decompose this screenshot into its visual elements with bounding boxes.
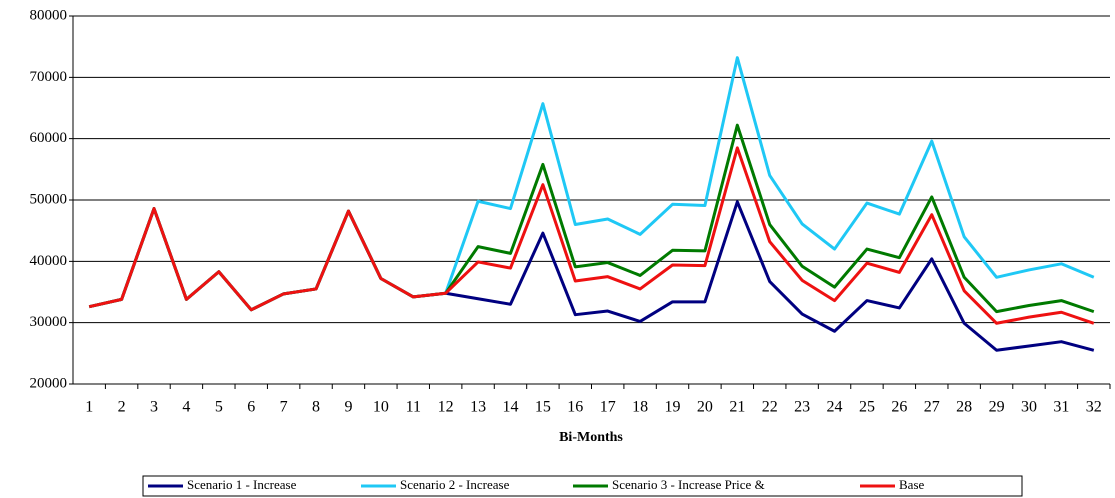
x-tick-label: 30: [1021, 399, 1037, 416]
legend-label: Base: [899, 477, 925, 492]
x-tick-label: 27: [924, 399, 940, 416]
x-tick-label: 25: [859, 399, 875, 416]
series-line: [88, 56, 1095, 312]
x-axis-title: Bi-Months: [559, 430, 623, 445]
x-tick-label: 10: [373, 399, 389, 416]
x-tick-label: 1: [85, 399, 93, 416]
x-tick-label: 6: [247, 399, 255, 416]
x-tick-label: 2: [118, 399, 126, 416]
x-tick-label: 8: [312, 399, 320, 416]
x-tick-label: 18: [632, 399, 648, 416]
x-tick-label: 32: [1086, 399, 1102, 416]
series-line: [88, 146, 1095, 325]
x-tick-label: 23: [794, 399, 810, 416]
x-tick-label: 5: [215, 399, 223, 416]
x-tick-label: 15: [535, 399, 551, 416]
y-tick-label: 40000: [30, 253, 68, 269]
x-tick-label: 21: [729, 399, 745, 416]
x-tick-label: 9: [344, 399, 352, 416]
x-tick-label: 24: [827, 399, 843, 416]
x-tick-label: 29: [989, 399, 1005, 416]
x-tick-label: 7: [280, 399, 288, 416]
y-tick-label: 70000: [30, 69, 68, 85]
x-tick-label: 22: [762, 399, 778, 416]
x-tick-label: 11: [406, 399, 421, 416]
x-tick-label: 12: [438, 399, 454, 416]
x-tick-label: 20: [697, 399, 713, 416]
x-tick-label: 4: [182, 399, 190, 416]
x-tick-label: 13: [470, 399, 486, 416]
legend-label: Scenario 3 - Increase Price &: [612, 477, 765, 492]
x-tick-label: 17: [600, 399, 616, 416]
y-tick-label: 30000: [30, 314, 68, 330]
y-tick-label: 80000: [30, 7, 68, 23]
x-tick-label: 28: [956, 399, 972, 416]
y-tick-label: 20000: [30, 375, 68, 391]
x-tick-label: 14: [502, 399, 518, 416]
x-tick-label: 31: [1053, 399, 1069, 416]
legend-label: Scenario 2 - Increase: [400, 477, 510, 492]
x-tick-label: 3: [150, 399, 158, 416]
legend-label: Scenario 1 - Increase: [187, 477, 297, 492]
x-tick-label: 26: [891, 399, 907, 416]
x-tick-label: 19: [665, 399, 681, 416]
y-tick-label: 50000: [30, 191, 68, 207]
x-tick-label: 16: [567, 399, 583, 416]
y-tick-label: 60000: [30, 130, 68, 146]
